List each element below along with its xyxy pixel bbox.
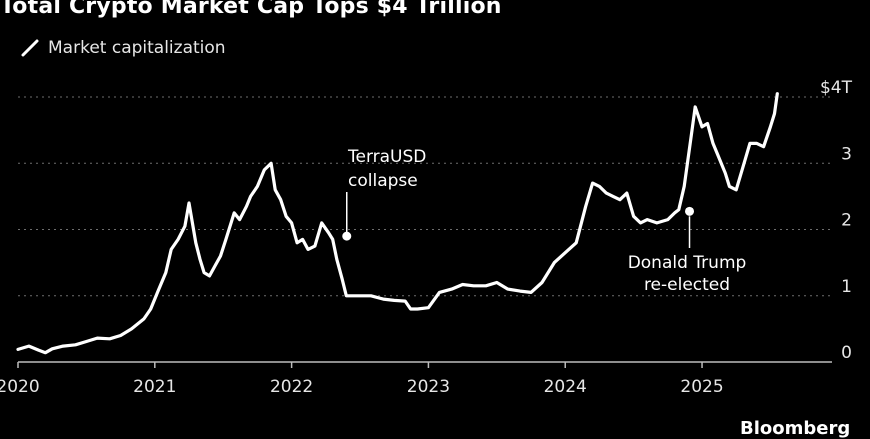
x-tick-label: 2025	[680, 377, 723, 397]
trump-marker	[685, 206, 695, 216]
terrausd-annotation-label: TerraUSD	[347, 147, 426, 167]
market-cap-line	[16, 92, 779, 355]
x-tick-label: 2021	[133, 377, 176, 397]
terrausd-annotation-label: collapse	[348, 171, 418, 191]
x-tick-label: 2020	[0, 377, 40, 397]
chart-area: 0 1 2 3 $4T 2020 2021 2022 2023 2024 2025 TerraUSD c…	[0, 78, 853, 397]
x-tick-label: 2022	[270, 377, 313, 397]
y-tick-label: 2	[841, 211, 852, 231]
trump-annotation-label: Donald Trump	[628, 253, 747, 273]
x-tick-label: 2023	[407, 377, 450, 397]
y-tick-label: 0	[841, 343, 852, 363]
chart-title: Total Crypto Market Cap Tops $4 Trillion	[0, 0, 502, 19]
source-label: Bloomberg	[740, 418, 851, 439]
legend-line-icon	[21, 39, 39, 57]
y-tick-label: $4T	[820, 78, 853, 98]
legend: Market capitalization	[20, 38, 226, 58]
legend-label: Market capitalization	[48, 38, 226, 58]
y-tick-label: 3	[841, 144, 852, 164]
x-tick-label: 2024	[544, 377, 587, 397]
terrausd-marker	[342, 231, 352, 241]
trump-annotation-label: re-elected	[644, 275, 730, 295]
y-tick-label: 1	[841, 277, 852, 297]
